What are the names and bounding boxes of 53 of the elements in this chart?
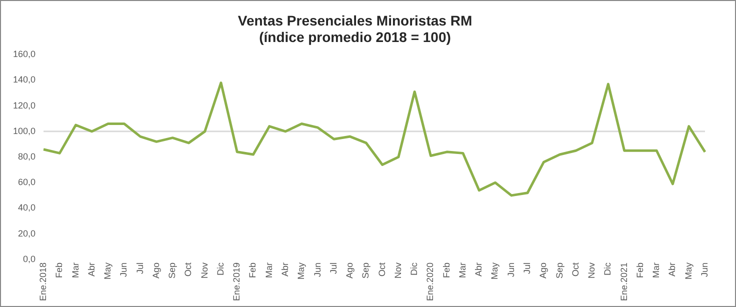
x-tick-label: Ago: [344, 262, 355, 278]
x-tick-label: Jul: [134, 262, 145, 274]
x-tick-label: Ene.2020: [425, 262, 436, 302]
x-tick-label: Jul: [328, 262, 338, 274]
x-tick-label: Abr: [280, 262, 290, 276]
y-tick-label: 80,0: [18, 152, 36, 162]
x-tick-label: Feb: [54, 262, 64, 278]
x-tick-label: Jun: [699, 262, 710, 277]
x-tick-label: Oct: [183, 262, 194, 276]
x-tick-label: Abr: [86, 262, 96, 276]
x-tick-label: May: [296, 262, 306, 280]
x-tick-label: May: [490, 262, 500, 280]
x-tick-label: Nov: [392, 262, 403, 278]
x-tick-label: May: [683, 262, 694, 280]
y-tick-label: 60,0: [18, 177, 36, 188]
x-tick-label: Jun: [118, 262, 129, 277]
text: Ventas Presenciales Minoristas RM: [238, 12, 472, 28]
x-tick-label: Ene.2018: [38, 262, 48, 302]
x-tick-label: May: [102, 262, 113, 280]
x-tick-label: Jun: [312, 262, 322, 277]
y-tick-label: 160,0: [12, 49, 36, 60]
x-tick-label: Ago: [538, 262, 548, 278]
x-tick-label: Ene.2021: [618, 262, 629, 302]
x-tick-label: Feb: [248, 262, 258, 278]
x-tick-label: Oct: [570, 262, 580, 276]
x-tick-label: Ago: [150, 262, 161, 278]
x-tick-label: Sep: [554, 262, 564, 278]
y-tick-label: 0,0: [23, 254, 36, 264]
x-tick-label: Abr: [667, 262, 678, 276]
text: (índice promedio 2018 = 100): [259, 29, 451, 46]
x-tick-label: Mar: [70, 262, 80, 278]
x-tick-label: Nov: [586, 262, 597, 278]
x-tick-label: Sep: [360, 262, 371, 278]
x-tick-label: Dic: [215, 262, 226, 276]
x-tick-label: Abr: [474, 262, 484, 276]
y-tick-label: 100,0: [12, 126, 36, 136]
x-tick-label: Dic: [602, 262, 613, 276]
x-tick-label: Jul: [522, 262, 532, 274]
x-tick-label: Mar: [651, 262, 662, 278]
x-tick-label: Oct: [376, 262, 387, 276]
x-tick-label: Ene.2019: [232, 262, 242, 302]
x-tick-label: Mar: [457, 262, 468, 278]
x-tick-label: Feb: [634, 262, 645, 278]
y-tick-label: 40,0: [18, 202, 36, 213]
y-tick-label: 120,0: [12, 100, 36, 110]
x-tick-label: Feb: [441, 262, 452, 278]
x-tick-label: Dic: [409, 262, 420, 276]
y-tick-label: 20,0: [18, 228, 36, 238]
y-tick-label: 140,0: [12, 74, 36, 85]
x-tick-label: Sep: [167, 262, 178, 278]
x-tick-label: Mar: [264, 262, 274, 278]
x-tick-label: Nov: [199, 262, 210, 278]
x-tick-label: Jun: [506, 262, 516, 277]
